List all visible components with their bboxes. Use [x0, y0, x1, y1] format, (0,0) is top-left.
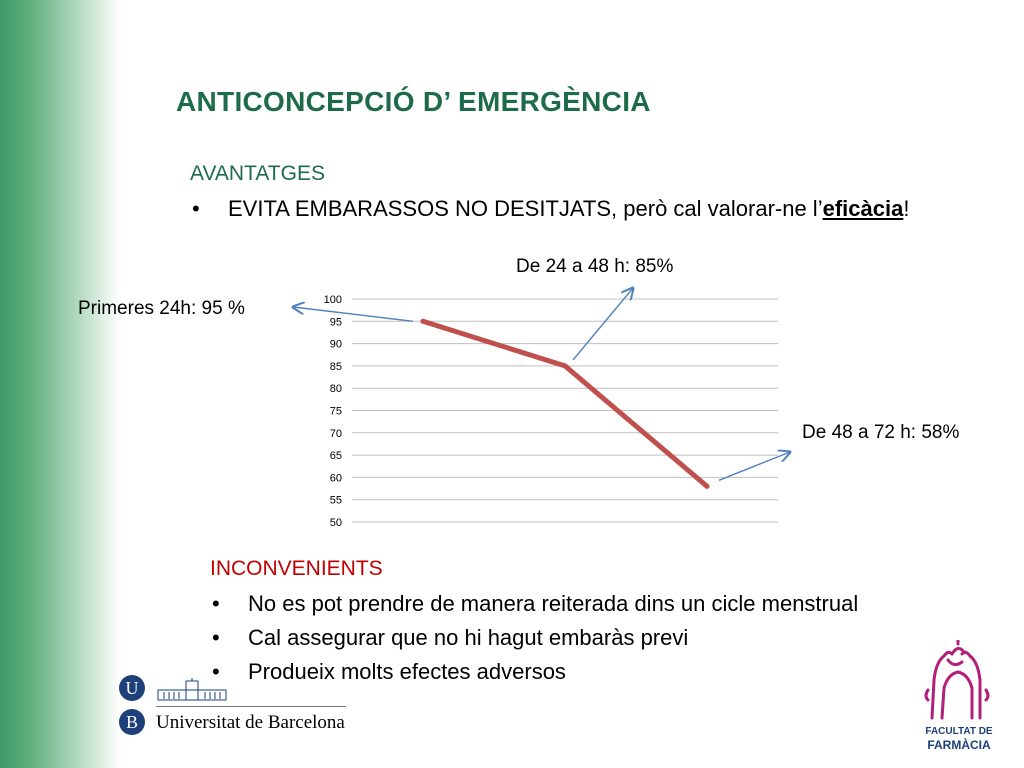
university-barcelona-logo: U B Universitat de Barcelona: [116, 672, 346, 742]
advantage-bullet: • EVITA EMBARASSOS NO DESITJATS, però ca…: [192, 196, 910, 222]
advantage-suffix: !: [903, 196, 910, 221]
data-point: [562, 363, 568, 369]
callout-arrow-icon: [293, 307, 414, 322]
y-tick-label: 50: [330, 517, 342, 529]
inconvenient-bullet: • No es pot prendre de manera reiterada …: [212, 591, 859, 617]
university-name: Universitat de Barcelona: [156, 712, 345, 733]
inconvenient-bullet: • Cal assegurar que no hi hagut embaràs …: [212, 625, 689, 651]
university-u-emblem: U: [119, 675, 145, 701]
inconvenients-heading: INCONVENIENTS: [210, 557, 383, 580]
faculty-emblem-icon: [924, 638, 990, 720]
y-tick-label: 100: [324, 294, 342, 306]
advantages-heading: AVANTATGES: [190, 162, 325, 185]
efficacy-emphasis: eficàcia: [822, 196, 904, 221]
y-tick-label: 85: [330, 361, 342, 373]
inconvenient-text: Produeix molts efectes adversos: [248, 659, 566, 684]
faculty-line-1: FACULTAT DE: [925, 726, 993, 737]
bullet-icon: •: [192, 196, 200, 221]
callout-arrow-icon: [572, 288, 633, 361]
inconvenient-text: No es pot prendre de manera reiterada di…: [248, 591, 859, 616]
inconvenient-text: Cal assegurar que no hi hagut embaràs pr…: [248, 625, 689, 650]
bullet-icon: •: [212, 625, 220, 650]
university-b-emblem: B: [119, 709, 145, 735]
university-building-icon: [157, 678, 227, 701]
callout-first-24h: Primeres 24h: 95 %: [78, 298, 245, 319]
y-tick-label: 55: [330, 495, 342, 507]
university-logo-divider: [156, 706, 346, 707]
faculty-farmacia-logo: FACULTAT DE FARMÀCIA: [918, 638, 1000, 752]
y-tick-label: 60: [330, 472, 342, 484]
y-tick-label: 80: [330, 383, 342, 395]
series-line: [420, 318, 710, 489]
inconvenient-bullet: • Produeix molts efectes adversos: [212, 659, 566, 685]
y-tick-label: 90: [330, 339, 342, 351]
y-tick-label: 95: [330, 316, 342, 328]
slide-title: ANTICONCEPCIÓ D’ EMERGÈNCIA: [176, 86, 651, 117]
callout-arrow-icon: [718, 452, 790, 481]
bullet-icon: •: [212, 659, 220, 684]
data-point: [420, 318, 426, 324]
y-tick-label: 70: [330, 428, 342, 440]
advantage-text: EVITA EMBARASSOS NO DESITJATS, però cal …: [228, 196, 823, 221]
y-tick-label: 65: [330, 450, 342, 462]
callout-24-48h: De 24 a 48 h: 85%: [516, 256, 674, 277]
data-point: [704, 483, 710, 489]
y-tick-label: 75: [330, 406, 342, 418]
callout-48-72h: De 48 a 72 h: 58%: [802, 422, 960, 443]
bullet-icon: •: [212, 591, 220, 616]
decorative-side-band: [0, 0, 120, 768]
faculty-line-2: FARMÀCIA: [927, 738, 991, 752]
